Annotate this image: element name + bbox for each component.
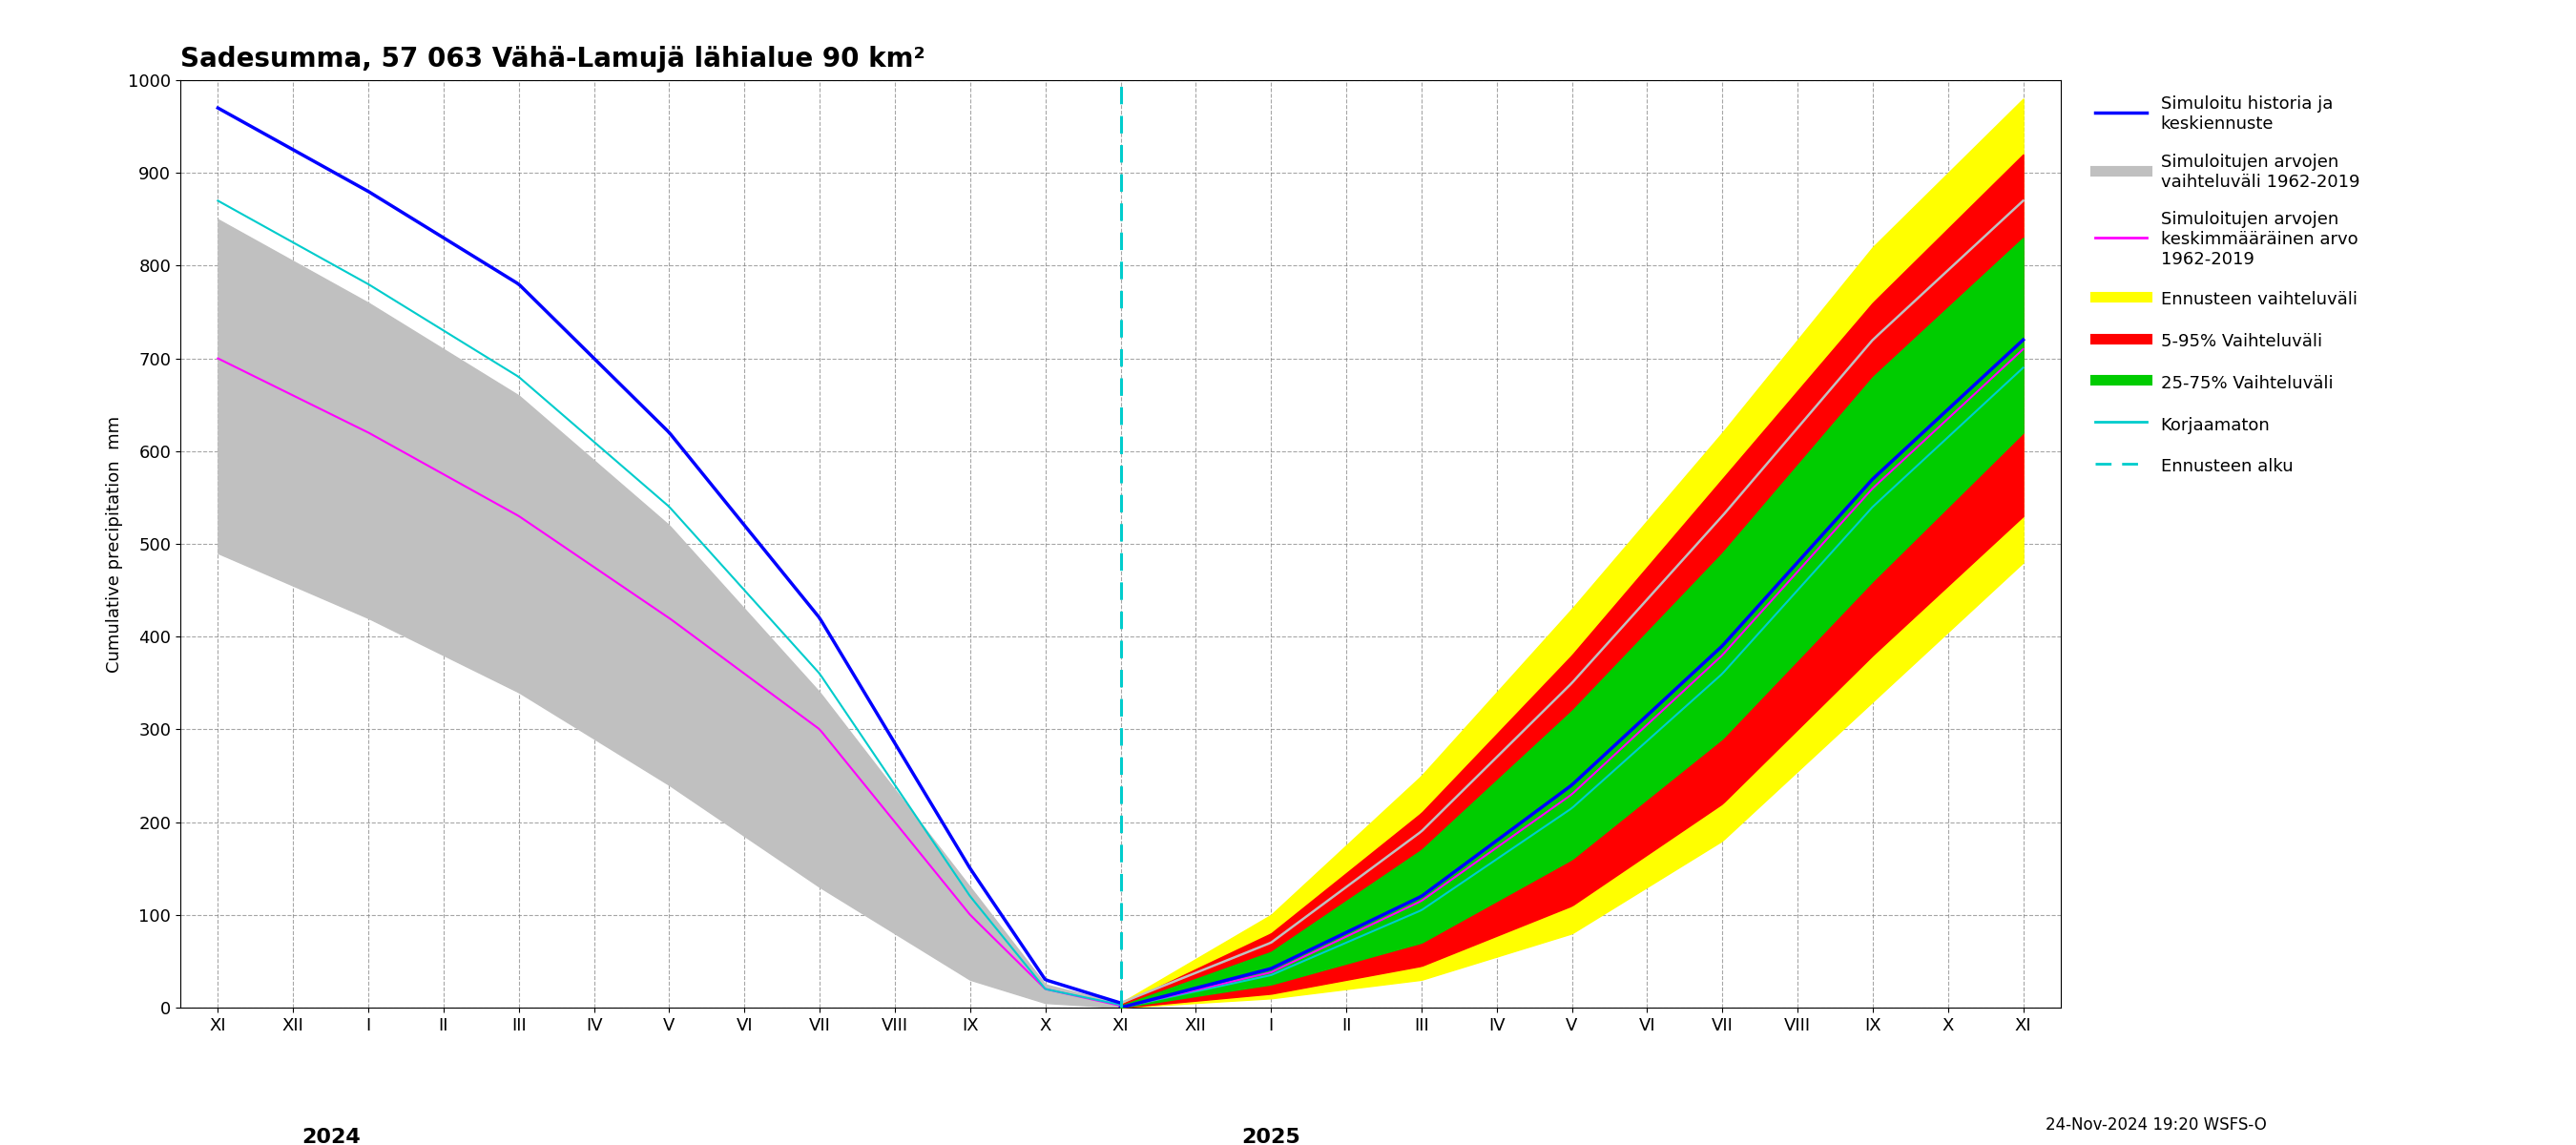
Text: 24-Nov-2024 19:20 WSFS-O: 24-Nov-2024 19:20 WSFS-O [2045,1116,2267,1134]
Legend: Simuloitu historia ja
keskiennuste, Simuloitujen arvojen
vaihteluväli 1962-2019,: Simuloitu historia ja keskiennuste, Simu… [2089,89,2367,483]
Text: 2025: 2025 [1242,1128,1301,1145]
Y-axis label: Cumulative precipitation  mm: Cumulative precipitation mm [106,416,124,672]
Text: 2024: 2024 [301,1128,361,1145]
Text: Sadesumma, 57 063 Vähä-Lamujä lähialue 90 km²: Sadesumma, 57 063 Vähä-Lamujä lähialue 9… [180,46,925,72]
